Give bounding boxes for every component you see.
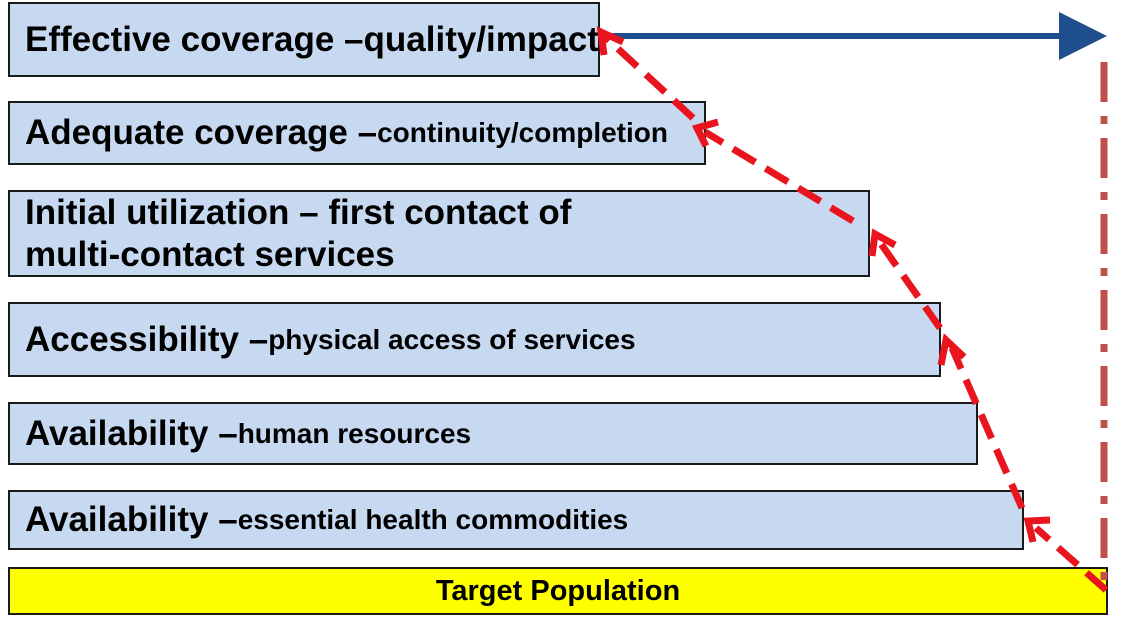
arrowhead-5 — [596, 26, 625, 56]
level-initial-line2: multi-contact services — [25, 234, 395, 274]
level-initial-utilization: Initial utilization – first contact of m… — [8, 190, 870, 277]
level-accessibility-title: Accessibility – — [25, 319, 269, 359]
level-effective-title: Effective coverage – — [25, 19, 364, 59]
level-effective-detail: quality/impact — [363, 19, 599, 59]
level-availability-commodities: Availability – essential health commodit… — [8, 490, 1024, 550]
level-effective-coverage: Effective coverage – quality/impact — [8, 2, 600, 77]
level-availability-hr-detail: human resources — [237, 417, 472, 449]
level-accessibility: Accessibility – physical access of servi… — [8, 302, 941, 377]
level-adequate-coverage: Adequate coverage – continuity/completio… — [8, 101, 706, 165]
level-accessibility-detail: physical access of services — [268, 323, 636, 355]
level-availability-hr-title: Availability – — [25, 413, 238, 453]
level-availability-commodities-title: Availability – — [25, 500, 238, 539]
level-initial-line1: Initial utilization – first contact of — [25, 192, 572, 232]
level-availability-commodities-detail: essential health commodities — [237, 504, 629, 535]
level-adequate-detail: continuity/completion — [377, 117, 668, 148]
target-population-label: Target Population — [435, 574, 681, 607]
level-availability-human-resources: Availability – human resources — [8, 402, 978, 465]
target-population-bar: Target Population — [8, 567, 1108, 615]
arrowhead-2 — [937, 333, 967, 366]
level-adequate-title: Adequate coverage – — [25, 113, 378, 152]
arrowhead-1 — [1023, 516, 1051, 543]
arrowhead-3 — [868, 228, 897, 257]
